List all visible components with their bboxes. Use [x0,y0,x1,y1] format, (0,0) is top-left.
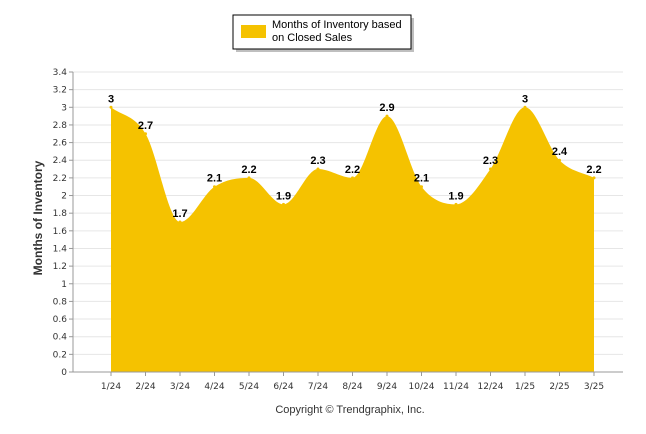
data-label: 2.7 [138,120,153,132]
x-tick-label: 6/24 [273,382,293,392]
data-label: 2.3 [310,155,325,167]
axes: 0 0.2 0.4 0.6 0.8 1 1.2 1.4 1.6 1.8 2 2.2 2.4 2.6 2.8 3… [53,68,623,392]
series-area-fill [111,107,594,372]
data-point[interactable] [109,105,113,109]
data-point[interactable] [420,185,423,189]
data-point[interactable] [178,220,182,224]
y-tick-label: 1.2 [53,262,67,272]
data-label: 2.2 [586,164,601,176]
data-point[interactable] [385,114,389,118]
data-label: 3 [108,93,114,105]
y-tick-label: 3.4 [53,68,68,78]
legend-swatch [241,25,266,38]
data-point[interactable] [454,202,458,206]
x-tick-label: 1/25 [515,382,535,392]
y-tick-label: 3 [61,103,67,113]
x-tick-label: 5/24 [239,382,259,392]
data-label: 2.1 [207,173,222,185]
data-point[interactable] [558,158,561,162]
legend-label-line1: Months of Inventory based [272,19,402,31]
x-tick-label: 9/24 [377,382,397,392]
x-tick-label: 12/24 [478,382,504,392]
y-tick-label: 2.8 [53,121,68,131]
x-tick-label: 10/24 [409,382,435,392]
x-tick-label: 11/24 [443,382,469,392]
legend-label-line2: on Closed Sales [272,32,353,44]
x-tick-label: 2/25 [549,382,569,392]
data-point[interactable] [247,176,251,180]
series-area [109,105,596,372]
data-point[interactable] [144,132,147,136]
data-labels: 3 2.7 1.7 2.1 2.2 1.9 2.3 2.2 2.9 2.1 1.9 2.3 3 2.4 2.… [108,93,602,220]
data-point[interactable] [316,167,320,171]
data-label: 2.2 [345,164,360,176]
data-point[interactable] [213,185,216,189]
x-tick-label: 4/24 [204,382,224,392]
data-label: 2.3 [483,155,498,167]
y-tick-label: 1.6 [53,227,68,237]
x-tick-label: 7/24 [308,382,328,392]
y-tick-label: 0.6 [53,315,68,325]
y-tick-label: 3.2 [53,86,67,96]
legend[interactable]: Months of Inventory based on Closed Sale… [232,14,414,52]
data-point[interactable] [351,176,354,180]
y-tick-label: 2.2 [53,174,67,184]
x-tick-label: 1/24 [101,382,121,392]
y-tick-label: 1.8 [53,209,68,219]
y-tick-label: 2.6 [53,139,68,149]
y-axis-title: Months of Inventory [31,160,45,275]
x-tick-label: 2/24 [135,382,155,392]
y-tick-label: 0.8 [53,297,68,307]
y-tick-label: 0.4 [53,333,68,343]
data-label: 2.4 [552,146,568,158]
data-point[interactable] [592,176,596,180]
copyright-text: Copyright © Trendgraphix, Inc. [275,404,424,416]
y-tick-label: 0.2 [53,350,67,360]
data-label: 2.9 [379,102,394,114]
x-tick-label: 8/24 [342,382,362,392]
y-tick-label: 2.4 [53,156,68,166]
data-label: 2.2 [241,164,256,176]
data-point[interactable] [282,202,285,206]
data-label: 1.7 [172,208,187,220]
data-point[interactable] [523,105,527,109]
data-label: 1.9 [276,190,291,202]
x-tick-label: 3/25 [584,382,604,392]
y-tick-label: 0 [61,368,67,378]
data-label: 1.9 [448,190,463,202]
data-label: 2.1 [414,173,429,185]
data-point[interactable] [489,167,492,171]
y-tick-label: 1 [61,280,67,290]
data-label: 3 [522,93,528,105]
y-tick-label: 2 [61,192,67,202]
x-tick-label: 3/24 [170,382,190,392]
y-tick-label: 1.4 [53,244,68,254]
